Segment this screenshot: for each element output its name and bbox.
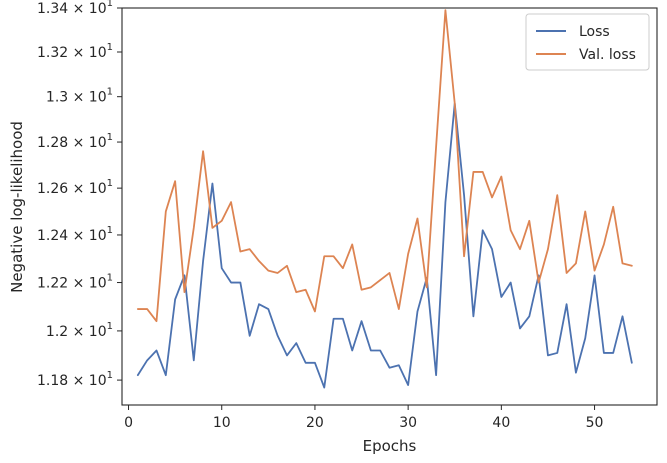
plot-frame — [121, 7, 658, 406]
series-line-val-loss — [136, 9, 633, 323]
y-tick-label: 1.2 × 101 — [46, 321, 113, 340]
y-tick-label: 1.32 × 101 — [37, 42, 113, 61]
x-tick-label: 40 — [492, 415, 510, 431]
legend: Loss Val. loss — [525, 13, 650, 71]
x-tick-label: 10 — [213, 415, 231, 431]
x-tick-label: 0 — [124, 415, 133, 431]
y-axis-title: Negative log-likelihood — [8, 121, 26, 293]
x-tick-label: 30 — [399, 415, 417, 431]
legend-label-loss: Loss — [579, 24, 610, 40]
y-tick-label: 1.26 × 101 — [37, 178, 113, 197]
y-tick-label: 1.34 × 101 — [37, 0, 113, 17]
y-tick-label: 1.28 × 101 — [37, 132, 113, 151]
axes — [121, 7, 658, 406]
series-layer — [136, 9, 633, 389]
legend-label-val-loss: Val. loss — [579, 47, 636, 63]
ticks: 0 10 20 30 40 50 1.18 × 101 1.2 × 101 1.22 × 101… — [37, 0, 603, 431]
x-tick-label: 20 — [306, 415, 324, 431]
y-tick-label: 1.3 × 101 — [46, 87, 113, 106]
y-tick-label: 1.22 × 101 — [37, 273, 113, 292]
y-tick-label: 1.24 × 101 — [37, 225, 113, 244]
series-line-loss — [136, 102, 633, 389]
y-tick-label: 1.18 × 101 — [37, 370, 113, 389]
x-axis-title: Epochs — [363, 437, 417, 455]
legend-box — [525, 13, 650, 71]
x-tick-label: 50 — [586, 415, 604, 431]
